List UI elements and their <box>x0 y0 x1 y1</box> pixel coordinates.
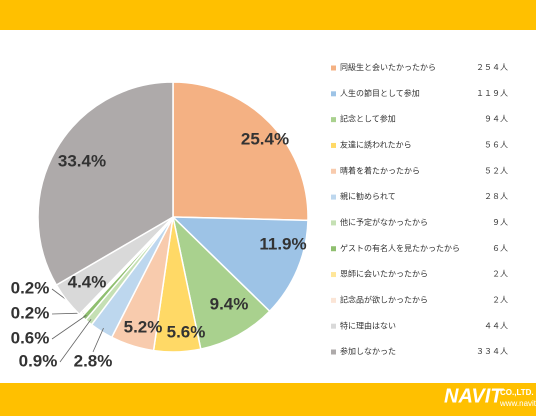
legend-label: 晴着を着たかったから <box>340 165 420 175</box>
legend-swatch <box>331 297 336 303</box>
logo-suffix: CO.,LTD. <box>500 388 534 397</box>
legend-count: ２８人 <box>484 192 508 201</box>
logo-brand: NAVIT <box>444 385 504 407</box>
leader-line <box>92 327 104 353</box>
data-label: 2.8% <box>74 351 113 370</box>
leader-line <box>59 319 92 363</box>
top-bar <box>0 0 536 30</box>
pie-slice <box>172 81 309 222</box>
legend-swatch <box>331 349 336 355</box>
legend-label: 特に理由はない <box>340 320 396 330</box>
legend-label: 参加しなかった <box>340 346 396 356</box>
data-label: 9.4% <box>210 294 249 313</box>
legend-swatch <box>331 117 336 123</box>
legend-swatch <box>331 194 336 200</box>
data-label: 0.2% <box>11 303 50 322</box>
data-label: 33.4% <box>58 151 106 170</box>
legend-count: ２人 <box>492 295 508 304</box>
logo-url: www.navit-j.com <box>499 399 536 408</box>
legend-label: 人生の節目として参加 <box>340 88 420 98</box>
legend-count: ５２人 <box>484 166 508 175</box>
legend-swatch <box>331 91 336 97</box>
legend-count: ９４人 <box>484 115 508 124</box>
legend-label: 同級生と会いたかったから <box>340 62 436 72</box>
legend-count: ２５４人 <box>476 63 508 72</box>
legend-label: 恩師に会いたかったから <box>340 269 428 279</box>
legend-count: ９人 <box>492 218 508 227</box>
legend-label: 記念品が欲しかったから <box>340 294 428 304</box>
legend-label: 親に勧められて <box>340 191 396 201</box>
data-label: 11.9% <box>259 234 306 253</box>
legend-swatch <box>331 142 336 148</box>
legend-count: ２人 <box>492 270 508 279</box>
legend-count: ６人 <box>492 244 508 253</box>
legend-swatch <box>331 272 336 278</box>
legend-label: 記念として参加 <box>340 114 396 124</box>
legend-label: 友達に誘われたから <box>340 140 412 150</box>
pie-slice <box>171 216 309 313</box>
legend-swatch <box>331 323 336 329</box>
legend-count: ３３４人 <box>476 347 508 356</box>
legend-swatch <box>331 65 336 71</box>
legend-label: 他に予定がなかったから <box>340 217 428 227</box>
data-label: 4.4% <box>68 272 107 291</box>
data-label: 25.4% <box>241 129 289 148</box>
data-label: 5.6% <box>167 322 206 341</box>
legend-label: ゲストの有名人を見たかったから <box>340 243 460 253</box>
pie-slice <box>37 81 174 287</box>
legend-count: ５６人 <box>484 141 508 150</box>
legend-swatch <box>331 220 336 226</box>
data-label: 0.6% <box>11 328 50 347</box>
legend-swatch <box>331 168 336 174</box>
legend-count: １１９人 <box>476 89 508 98</box>
data-label: 5.2% <box>124 317 163 336</box>
legend-count: ４４人 <box>484 321 508 330</box>
bottom-bar <box>0 383 536 416</box>
legend-swatch <box>331 246 336 252</box>
pie-slice <box>171 214 271 350</box>
data-label: 0.2% <box>11 278 50 297</box>
data-label: 0.9% <box>19 351 58 370</box>
leader-line <box>51 314 87 340</box>
